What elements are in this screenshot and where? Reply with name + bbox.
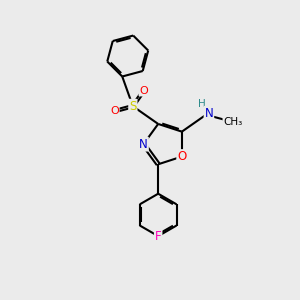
Text: CH₃: CH₃ bbox=[224, 117, 243, 127]
Text: O: O bbox=[110, 106, 119, 116]
Text: S: S bbox=[129, 100, 137, 113]
Text: H: H bbox=[198, 99, 206, 109]
Text: F: F bbox=[155, 230, 161, 243]
Text: O: O bbox=[177, 150, 187, 163]
Text: N: N bbox=[205, 107, 213, 120]
Text: N: N bbox=[139, 138, 148, 151]
Text: O: O bbox=[140, 85, 148, 95]
